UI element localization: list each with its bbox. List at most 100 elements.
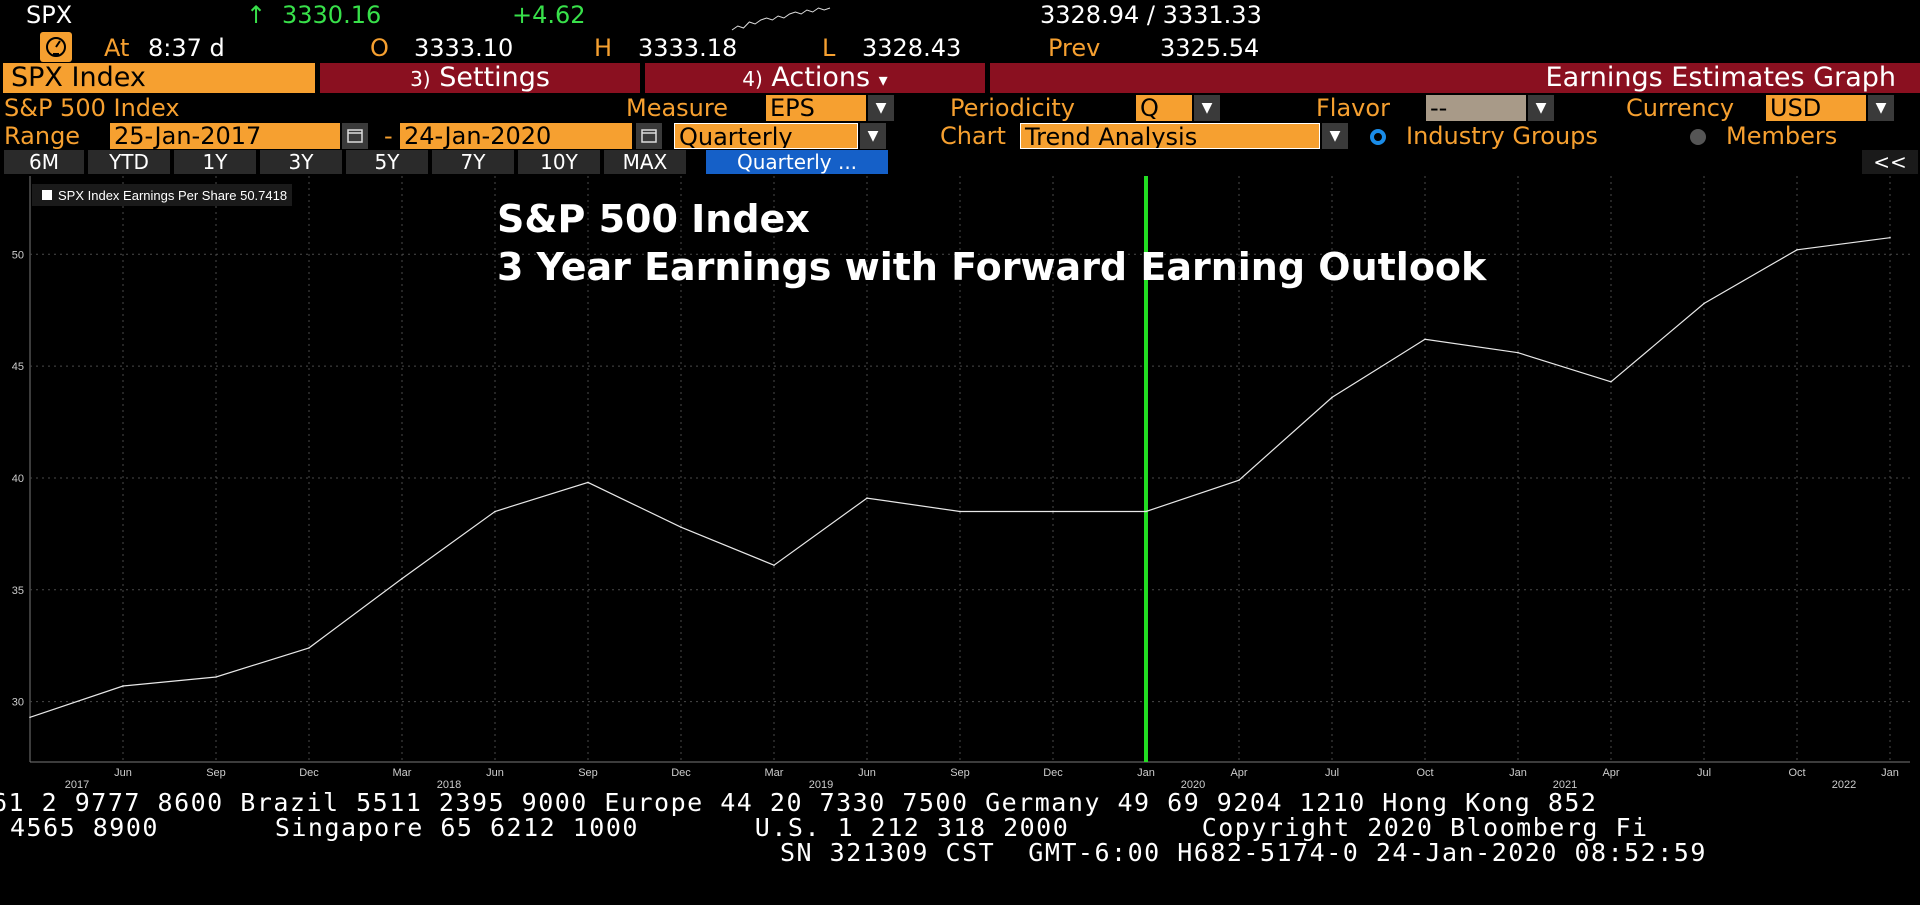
data-point — [587, 481, 589, 484]
y-tick-label: 30 — [12, 697, 24, 709]
time-label: At — [104, 34, 130, 62]
frequency-select[interactable]: Quarterly — [674, 123, 858, 149]
prev-price: 3325.54 — [1160, 34, 1260, 62]
end-date-field[interactable]: 24-Jan-2020 — [400, 123, 632, 149]
x-year-label: 2020 — [1181, 779, 1205, 790]
periodicity-label: Periodicity — [950, 94, 1075, 122]
ticker-symbol: SPX — [26, 1, 73, 29]
range-ytd-button[interactable]: YTD — [88, 150, 170, 174]
collapse-button[interactable]: << — [1862, 150, 1918, 174]
range-3y-button[interactable]: 3Y — [260, 150, 342, 174]
data-point — [494, 510, 496, 513]
x-year-label: 2019 — [809, 779, 833, 790]
frequency-dropdown-icon[interactable]: ▼ — [860, 123, 886, 149]
chevron-down-icon: ▾ — [878, 70, 888, 91]
open-price: 3333.10 — [414, 34, 514, 62]
flavor-label: Flavor — [1316, 94, 1390, 122]
currency-select[interactable]: USD — [1766, 95, 1866, 121]
chart-label: Chart — [940, 122, 1006, 150]
flavor-select[interactable]: -- — [1426, 95, 1526, 121]
data-point — [1517, 351, 1519, 354]
data-point — [773, 564, 775, 566]
radio-members[interactable] — [1690, 129, 1706, 145]
data-point — [680, 526, 682, 528]
data-point — [1703, 302, 1705, 305]
data-point — [1052, 510, 1054, 513]
chart-type-dropdown-icon[interactable]: ▼ — [1322, 123, 1348, 149]
x-tick-label: Dec — [299, 767, 319, 779]
footer-session-line: SN 321309 CST GMT-6:00 H682-5174-0 24-Ja… — [780, 838, 1707, 867]
industry-groups-label: Industry Groups — [1406, 122, 1598, 150]
footer-contact-line-1: 61 2 9777 8600 Brazil 5511 2395 9000 Eur… — [0, 788, 1598, 817]
data-point — [215, 676, 217, 678]
start-date-field[interactable]: 25-Jan-2017 — [110, 123, 340, 149]
actions-label: Actions — [771, 62, 871, 93]
currency-label: Currency — [1626, 94, 1735, 122]
x-tick-label: Sep — [206, 767, 226, 779]
measure-select[interactable]: EPS — [766, 95, 866, 121]
security-box[interactable]: SPX Index — [3, 63, 315, 93]
x-year-label: 2021 — [1553, 779, 1577, 790]
chart-type-select[interactable]: Trend Analysis — [1020, 123, 1320, 149]
x-tick-label: Dec — [671, 767, 691, 779]
x-year-label: 2018 — [437, 779, 461, 790]
x-tick-label: Apr — [1230, 767, 1247, 779]
x-tick-label: Jul — [1697, 767, 1711, 779]
data-point — [1238, 479, 1240, 481]
data-point — [29, 716, 31, 719]
measure-label: Measure — [626, 94, 728, 122]
measure-dropdown-icon[interactable]: ▼ — [868, 95, 894, 121]
data-point — [959, 510, 961, 513]
actions-button[interactable]: 4) Actions ▾ — [645, 63, 985, 93]
range-1y-button[interactable]: 1Y — [174, 150, 256, 174]
open-label: O — [370, 34, 389, 62]
sparkline-icon — [731, 7, 831, 31]
prev-label: Prev — [1048, 34, 1101, 62]
range-5y-button[interactable]: 5Y — [346, 150, 428, 174]
x-tick-label: Oct — [1416, 767, 1433, 779]
chart-title-line-2: 3 Year Earnings with Forward Earning Out… — [497, 245, 1487, 289]
y-tick-label: 35 — [12, 585, 24, 597]
x-year-label: 2017 — [65, 779, 89, 790]
y-tick-label: 40 — [12, 473, 24, 485]
settings-button[interactable]: 3) Settings — [320, 63, 640, 93]
data-point — [1889, 236, 1891, 239]
data-point — [1610, 380, 1612, 383]
x-tick-label: Sep — [950, 767, 970, 779]
up-arrow-icon: ↑ — [246, 1, 267, 29]
range-quarterly-button[interactable]: Quarterly ... — [706, 150, 888, 174]
members-label: Members — [1726, 122, 1838, 150]
range-10y-button[interactable]: 10Y — [518, 150, 600, 174]
calendar-icon[interactable] — [636, 123, 662, 149]
x-tick-label: Jun — [114, 767, 132, 779]
flavor-dropdown-icon[interactable]: ▼ — [1528, 95, 1554, 121]
chart-title-line-1: S&P 500 Index — [497, 197, 810, 241]
x-tick-label: Apr — [1602, 767, 1619, 779]
quote-time: 8:37 d — [148, 34, 225, 62]
settings-label: Settings — [439, 62, 550, 93]
currency-dropdown-icon[interactable]: ▼ — [1868, 95, 1894, 121]
high-price: 3333.18 — [638, 34, 738, 62]
x-tick-label: Jan — [1509, 767, 1527, 779]
data-point — [308, 647, 310, 649]
data-point — [866, 497, 868, 499]
legend-box — [32, 184, 292, 206]
footer-contact-line-2: 4565 8900 Singapore 65 6212 1000 U.S. 1 … — [10, 813, 1649, 842]
legend-swatch — [42, 190, 52, 200]
range-7y-button[interactable]: 7Y — [432, 150, 514, 174]
x-tick-label: Jan — [1137, 767, 1155, 779]
x-tick-label: Mar — [765, 767, 784, 779]
y-tick-label: 50 — [12, 249, 24, 261]
y-tick-label: 45 — [12, 361, 24, 373]
radio-industry-groups[interactable] — [1370, 129, 1386, 145]
periodicity-select[interactable]: Q — [1136, 95, 1192, 121]
range-dash: - — [384, 122, 393, 150]
range-6m-button[interactable]: 6M — [4, 150, 84, 174]
function-title: Earnings Estimates Graph — [990, 63, 1920, 93]
calendar-icon[interactable] — [342, 123, 368, 149]
range-max-button[interactable]: MAX — [604, 150, 686, 174]
alert-icon[interactable] — [40, 32, 72, 62]
earnings-chart: 30 35 40 45 50 Jun 2017 Sep Dec Mar Jun 2018 Sep Dec… — [12, 176, 1910, 790]
periodicity-dropdown-icon[interactable]: ▼ — [1194, 95, 1220, 121]
data-point — [1424, 338, 1426, 341]
